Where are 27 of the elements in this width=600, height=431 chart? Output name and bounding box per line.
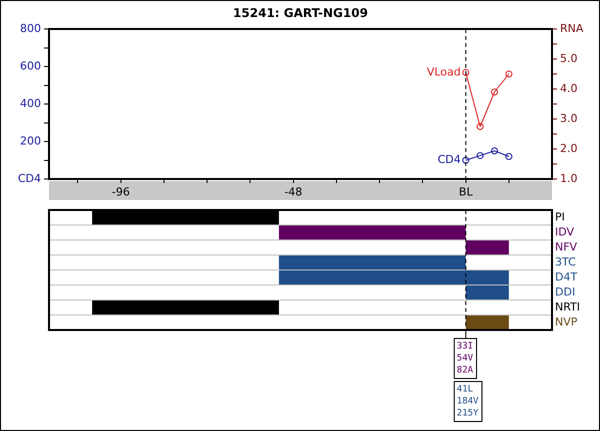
y-tick-label: 200 bbox=[20, 134, 41, 148]
y2-tick-label: 5.0 bbox=[560, 52, 578, 65]
series-label: VLoad bbox=[426, 65, 461, 78]
y-tick-label: NRTI bbox=[555, 300, 580, 314]
y2-tick-label: 2.0 bbox=[560, 142, 578, 155]
y2-tick-label: 4.0 bbox=[560, 82, 578, 95]
y-tick-label: CD4 bbox=[18, 172, 41, 185]
y-tick-label: D4T bbox=[555, 270, 578, 284]
x-tick-label: BL bbox=[458, 185, 474, 198]
y-tick-label: NVP bbox=[555, 315, 578, 328]
text: 41L 184V 215Y bbox=[456, 384, 480, 418]
y2-tick-label: 3.0 bbox=[560, 112, 578, 125]
y-tick-label: NFV bbox=[555, 240, 578, 254]
x-tick-label: -48 bbox=[284, 185, 302, 198]
y-tick-label: 3TC bbox=[555, 255, 576, 268]
y2-tick-label: RNA bbox=[560, 22, 584, 35]
chart-title: 15241: GART-NG109 bbox=[233, 6, 368, 20]
y2-tick-label: 1.0 bbox=[560, 172, 578, 185]
y-tick-label: PI bbox=[555, 210, 565, 224]
y-tick-label: 400 bbox=[20, 96, 41, 110]
y-tick-label: 800 bbox=[20, 22, 41, 35]
y-tick-label: IDV bbox=[555, 225, 575, 238]
y-tick-label: DDI bbox=[555, 285, 576, 298]
x-tick-label: -96 bbox=[112, 185, 130, 198]
y-tick-label: 600 bbox=[20, 59, 41, 72]
series-label: CD4 bbox=[438, 153, 461, 166]
text: 33I 54V 82A bbox=[456, 341, 474, 376]
